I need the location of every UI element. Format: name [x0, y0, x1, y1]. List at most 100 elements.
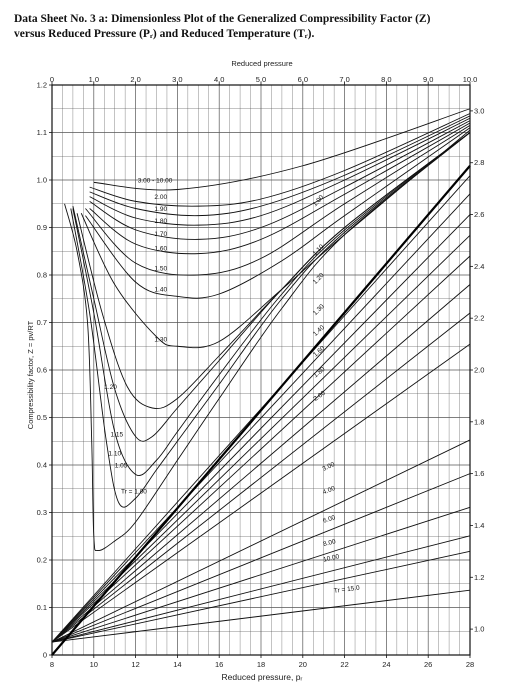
top-axis-tick-label: 0	[50, 75, 54, 84]
series-line-high	[51, 589, 471, 643]
right-axis-tick-label: 3.0	[474, 106, 484, 115]
bottom-axis-tick-label: 20	[299, 660, 307, 669]
series-line-high	[51, 284, 471, 643]
bottom-axis-tick-label: 18	[257, 660, 265, 669]
top-axis-tick-label: 2.0	[130, 75, 140, 84]
series-line-low	[89, 122, 471, 255]
low-pressure-curves	[64, 108, 471, 551]
title-line-1: Data Sheet No. 3 a: Dimensionless Plot o…	[14, 13, 431, 25]
series-label-low: 3.00 - 10.00	[138, 177, 173, 184]
bottom-axis-tick-label: 8	[50, 660, 54, 669]
series-line-high	[51, 473, 471, 643]
right-axis-tick-label: 2.6	[474, 210, 484, 219]
series-label-low: 1.20	[104, 384, 117, 391]
series-label-high: 3.00	[322, 461, 337, 473]
left-axis-tick-label: 0	[43, 651, 47, 660]
right-axis-tick-label: 2.2	[474, 314, 484, 323]
bottom-axis-label: Reduced pressure, pᵣ	[222, 672, 303, 682]
top-axis-tick-label: 10.0	[463, 75, 478, 84]
right-axis-tick-label: 2.8	[474, 158, 484, 167]
left-axis-tick-label: 0.1	[37, 603, 47, 612]
series-line-low	[72, 132, 471, 442]
page-title: Data Sheet No. 3 a: Dimensionless Plot o…	[14, 12, 504, 42]
right-axis-tick-label: 1.6	[474, 469, 484, 478]
series-label-low: Tr = 1.00	[121, 489, 147, 496]
top-axis-tick-label: 4.0	[214, 75, 224, 84]
left-axis-tick-label: 0.6	[37, 366, 47, 375]
series-label-low: 1.50	[154, 265, 167, 272]
left-axis-tick-label: 0.3	[37, 508, 47, 517]
bottom-axis-tick-label: 26	[424, 660, 432, 669]
series-line-high	[51, 535, 471, 643]
curve-labels: 3.00 - 10.00 2.00 1.90 1.80 1.70 1.60 1.50 1.40…	[104, 177, 360, 594]
title-line-2: versus Reduced Pressure (Pᵣ) and Reduced…	[14, 28, 315, 40]
series-line-high	[51, 312, 471, 643]
left-axis-tick-label: 0.8	[37, 271, 47, 280]
series-line-low	[89, 113, 471, 207]
top-axis-tick-label: 6.0	[298, 75, 308, 84]
series-label-low: 1.40	[154, 287, 167, 294]
series-label-low: 1.90	[154, 206, 167, 213]
right-axis-tick-label: 2.4	[474, 262, 484, 271]
top-axis-tick-label: 7.0	[339, 75, 349, 84]
series-line-low	[70, 132, 471, 508]
right-axis-tick-label: 1.2	[474, 573, 484, 582]
top-axis-tick-label: 9.0	[423, 75, 433, 84]
bottom-axis-tick-label: 12	[131, 660, 139, 669]
series-label-high: 6.00	[322, 514, 337, 525]
right-axis-tick-label: 1.0	[474, 625, 484, 634]
series-label-low: 1.70	[154, 231, 167, 238]
bottom-axis-tick-label: 28	[466, 660, 474, 669]
left-axis-tick-label: 0.7	[37, 318, 47, 327]
bottom-axis-tick-label: 22	[340, 660, 348, 669]
bottom-axis-tick-label: 24	[382, 660, 390, 669]
series-label-low: 1.15	[111, 432, 124, 439]
top-axis-tick-label: 3.0	[172, 75, 182, 84]
left-axis-tick-label: 0.2	[37, 556, 47, 565]
high-pressure-curves	[51, 165, 471, 656]
axes: 0 1.0 2.0 3.0 4.0 5.0 6.0 7.0 8.0 9.0 10.0 8 10 12 14 1…	[37, 75, 485, 669]
series-label-low: 1.60	[154, 245, 167, 252]
left-axis-tick-label: 1.0	[37, 176, 47, 185]
series-label-low: 1.80	[154, 218, 167, 225]
series-line-high	[51, 214, 471, 643]
left-axis-tick-label: 1.2	[37, 81, 47, 90]
series-label-high: 8.00	[322, 538, 336, 548]
series-line-high	[51, 255, 471, 643]
grid	[51, 84, 471, 656]
series-line-low	[89, 120, 471, 240]
series-line-high	[51, 343, 471, 643]
series-label-high: Tr = 15.0	[334, 585, 361, 595]
series-line-high	[51, 506, 471, 643]
bottom-axis-tick-label: 10	[90, 660, 98, 669]
series-label-high: 4.00	[322, 485, 337, 496]
series-line-low	[80, 129, 471, 349]
series-line-high	[51, 550, 471, 643]
series-line-low	[93, 108, 471, 191]
series-line-low	[72, 132, 471, 476]
left-axis-tick-label: 1.1	[37, 128, 47, 137]
right-axis-tick-label: 2.0	[474, 366, 484, 375]
series-label-low: 1.10	[108, 451, 121, 458]
series-label-high: 1.30	[312, 303, 326, 317]
top-axis-tick-label: 1.0	[89, 75, 99, 84]
bottom-axis-tick-label: 16	[215, 660, 223, 669]
diagonal-reference-line	[51, 165, 471, 656]
series-line-low	[89, 117, 471, 226]
series-label-low: 1.05	[115, 462, 128, 469]
series-line-low	[64, 132, 471, 551]
left-axis-label: Compressibility factor, Z = pv/RT	[26, 320, 35, 429]
right-axis-tick-label: 1.8	[474, 417, 484, 426]
series-line-low	[85, 124, 471, 276]
top-axis-label: Reduced pressure	[231, 59, 292, 68]
left-axis-tick-label: 0.4	[37, 461, 47, 470]
left-axis-tick-label: 0.9	[37, 223, 47, 232]
series-line-low	[89, 115, 471, 217]
left-axis-tick-label: 0.5	[37, 413, 47, 422]
series-line-high	[51, 439, 471, 643]
top-axis-tick-label: 8.0	[381, 75, 391, 84]
series-line-low	[85, 127, 471, 299]
series-line-high	[51, 193, 471, 643]
series-label-low: 1.30	[154, 337, 167, 344]
